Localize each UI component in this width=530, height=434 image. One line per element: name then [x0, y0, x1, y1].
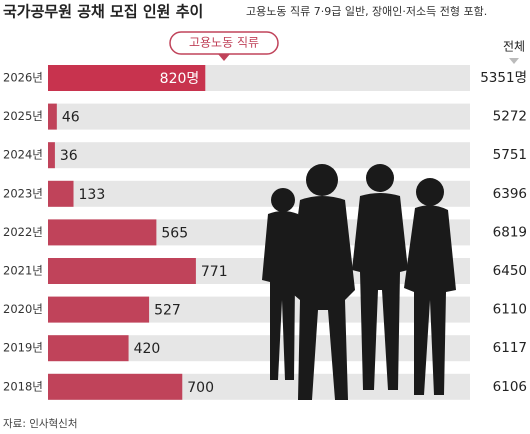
value-label: 771: [201, 264, 228, 280]
total-label: 6450: [493, 263, 527, 279]
category-label: 2022년: [3, 225, 43, 239]
category-label: 2023년: [3, 186, 43, 200]
total-label: 5351명: [480, 70, 527, 86]
bar: [48, 142, 55, 169]
total-label: 6110: [493, 302, 527, 318]
bar-track: [48, 142, 470, 169]
bar: [48, 103, 57, 130]
value-label: 36: [60, 148, 78, 164]
bar: [48, 65, 206, 91]
bar: [48, 180, 74, 207]
category-label: 2021년: [3, 264, 43, 278]
value-label: 565: [161, 225, 188, 241]
bar: [48, 373, 183, 400]
people-silhouette: [262, 164, 456, 400]
legend-label: 전체: [503, 40, 525, 54]
category-label: 2026년: [3, 71, 43, 85]
bar: [48, 335, 129, 362]
source: 자료: 인사혁신처: [3, 418, 78, 430]
legend-pointer: [218, 54, 230, 61]
bar: [48, 258, 196, 284]
value-label: 700: [187, 380, 214, 396]
category-label: 2019년: [3, 341, 43, 355]
chart-title: 국가공무원 공채 모집 인원 추이: [3, 3, 203, 21]
total-label: 5272: [493, 109, 527, 125]
bar-track: [48, 180, 470, 207]
value-label: 133: [79, 187, 106, 203]
bar: [48, 296, 150, 323]
legend-pointer: [509, 58, 519, 64]
value-label: 46: [62, 110, 80, 126]
value-label: 820명: [160, 71, 200, 87]
total-label: 6117: [493, 340, 527, 356]
bar-track: [48, 103, 470, 130]
legend-label: 고용노동 직류: [189, 36, 259, 50]
total-label: 6106: [493, 379, 527, 395]
category-label: 2025년: [3, 109, 43, 123]
bar: [48, 219, 157, 246]
total-label: 6396: [493, 186, 527, 202]
category-label: 2020년: [3, 302, 43, 316]
category-label: 2018년: [3, 379, 43, 393]
category-label: 2024년: [3, 148, 43, 162]
total-label: 5751: [493, 147, 527, 163]
chart-subtitle: 고용노동 직류 7·9급 일반, 장애인·저소득 전형 포함.: [246, 4, 487, 18]
total-label: 6819: [493, 224, 527, 240]
value-label: 420: [134, 341, 161, 357]
value-label: 527: [154, 303, 181, 319]
